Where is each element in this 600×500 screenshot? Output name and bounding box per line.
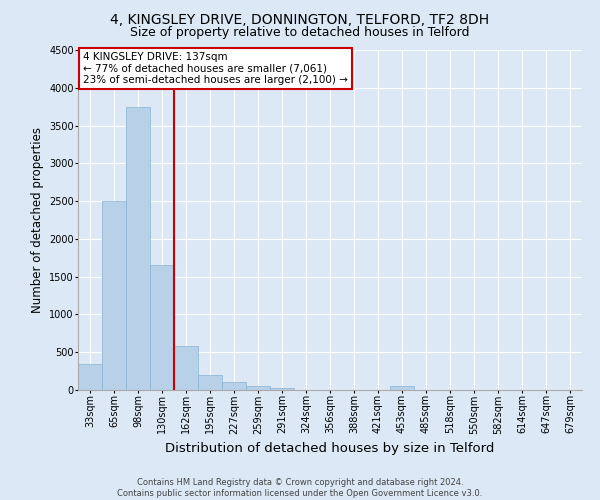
Bar [270,388,294,390]
Bar [198,375,222,390]
Bar [150,266,174,390]
Bar [102,201,126,390]
Bar [222,382,246,390]
Bar [78,364,102,390]
Bar [126,106,150,390]
X-axis label: Distribution of detached houses by size in Telford: Distribution of detached houses by size … [166,442,494,455]
Bar [390,386,414,390]
Bar [174,346,198,390]
Text: Size of property relative to detached houses in Telford: Size of property relative to detached ho… [130,26,470,39]
Bar [246,386,270,390]
Text: 4 KINGSLEY DRIVE: 137sqm
← 77% of detached houses are smaller (7,061)
23% of sem: 4 KINGSLEY DRIVE: 137sqm ← 77% of detach… [83,52,348,85]
Text: Contains HM Land Registry data © Crown copyright and database right 2024.
Contai: Contains HM Land Registry data © Crown c… [118,478,482,498]
Text: 4, KINGSLEY DRIVE, DONNINGTON, TELFORD, TF2 8DH: 4, KINGSLEY DRIVE, DONNINGTON, TELFORD, … [110,12,490,26]
Y-axis label: Number of detached properties: Number of detached properties [31,127,44,313]
